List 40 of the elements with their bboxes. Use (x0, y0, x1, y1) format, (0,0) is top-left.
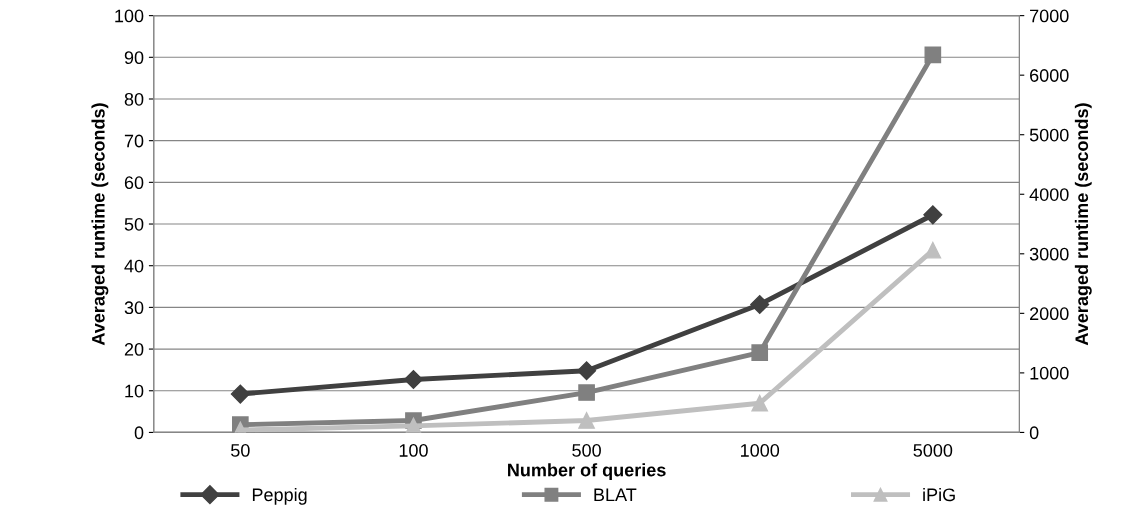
y-tick-label: 60 (124, 176, 144, 190)
legend-label: BLAT (594, 488, 637, 501)
y-tick-label: 20 (124, 343, 144, 356)
y-tick-label: 10 (125, 384, 144, 398)
y-axis-title: Averaged runtime (seconds) (91, 103, 109, 346)
y2-tick-label: 2000 (1030, 307, 1069, 321)
point (924, 46, 942, 64)
legend-label: Peppig (252, 487, 307, 505)
x-tick-label: 100 (399, 444, 428, 457)
x-tick-label: 1000 (741, 444, 780, 457)
point (751, 344, 769, 361)
point (750, 294, 770, 315)
point (751, 394, 769, 412)
x-tick-label: 500 (572, 444, 601, 457)
legend-label: iPiG (923, 487, 955, 502)
point (230, 384, 250, 404)
x-tick-label: 5000 (913, 444, 953, 457)
x-axis-title: Number of queries (508, 463, 666, 480)
y2-tick-label: 4000 (1029, 188, 1069, 201)
point (923, 205, 943, 225)
y-tick-label: 80 (124, 92, 144, 106)
y-tick-label: 50 (124, 217, 144, 231)
point (578, 384, 595, 401)
y2-tick-label: 5000 (1029, 128, 1069, 142)
y2-tick-label: 6000 (1030, 69, 1069, 82)
y-tick-label: 90 (124, 51, 144, 65)
y2-axis-title: Averaged runtime (seconds) (1074, 103, 1092, 346)
y-tick-label: 40 (124, 259, 144, 273)
x-tick-label: 50 (231, 444, 250, 457)
y-tick-label: 70 (124, 134, 144, 148)
y2-tick-label: 0 (1029, 426, 1039, 440)
y2-tick-label: 1000 (1030, 366, 1069, 380)
y2-tick-label: 3000 (1029, 247, 1069, 261)
point (577, 361, 597, 381)
y-tick-label: 100 (115, 9, 144, 23)
y2-tick-label: 7000 (1030, 9, 1069, 23)
point (403, 369, 423, 390)
point (578, 412, 595, 429)
y-tick-label: 0 (134, 426, 144, 440)
y-tick-label: 30 (124, 301, 144, 315)
